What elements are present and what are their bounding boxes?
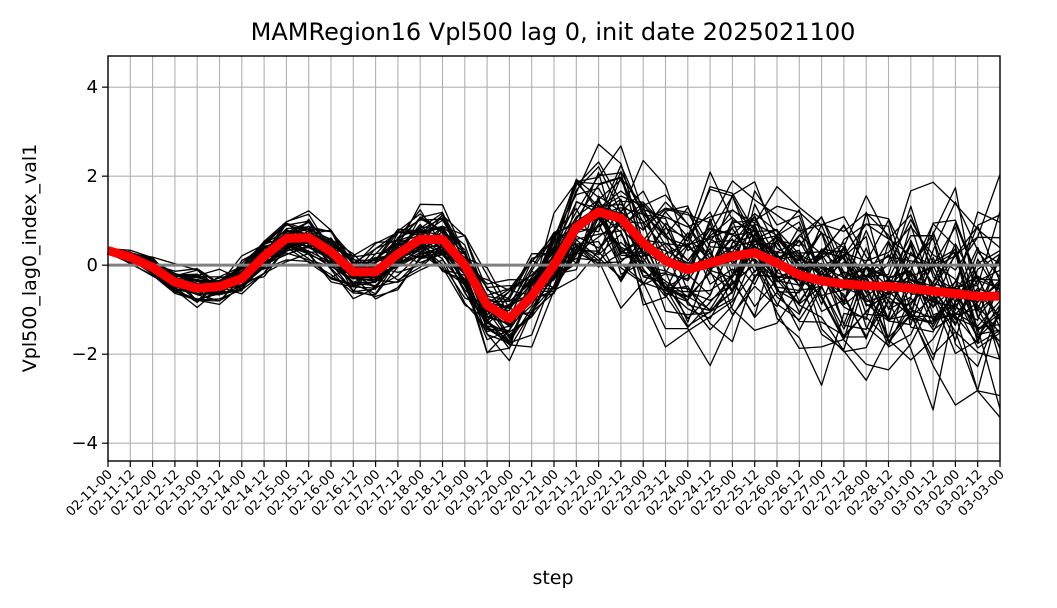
x-axis-label: step	[532, 567, 573, 589]
member-line	[107, 205, 1001, 323]
member-line	[107, 159, 1001, 322]
y-tick-label: 0	[87, 255, 98, 276]
y-axis-label: Vpl500_lag0_index_val1	[19, 144, 41, 372]
member-line	[107, 218, 1001, 406]
member-line	[107, 223, 1001, 348]
x-axis-ticks: 02-11-0002-11-1202-12-0002-12-1202-13-00…	[63, 461, 1008, 520]
member-line	[107, 178, 1001, 381]
y-tick-label: −4	[71, 433, 98, 454]
y-axis-ticks: −4 −2 0 2 4	[71, 77, 108, 454]
y-tick-label: 4	[87, 77, 98, 98]
chart-title: MAMRegion16 Vpl500 lag 0, init date 2025…	[251, 18, 856, 46]
member-line	[107, 220, 1001, 411]
y-tick-label: −2	[71, 344, 98, 365]
y-tick-label: 2	[87, 166, 98, 187]
ensemble-mean-line	[106, 207, 1000, 324]
